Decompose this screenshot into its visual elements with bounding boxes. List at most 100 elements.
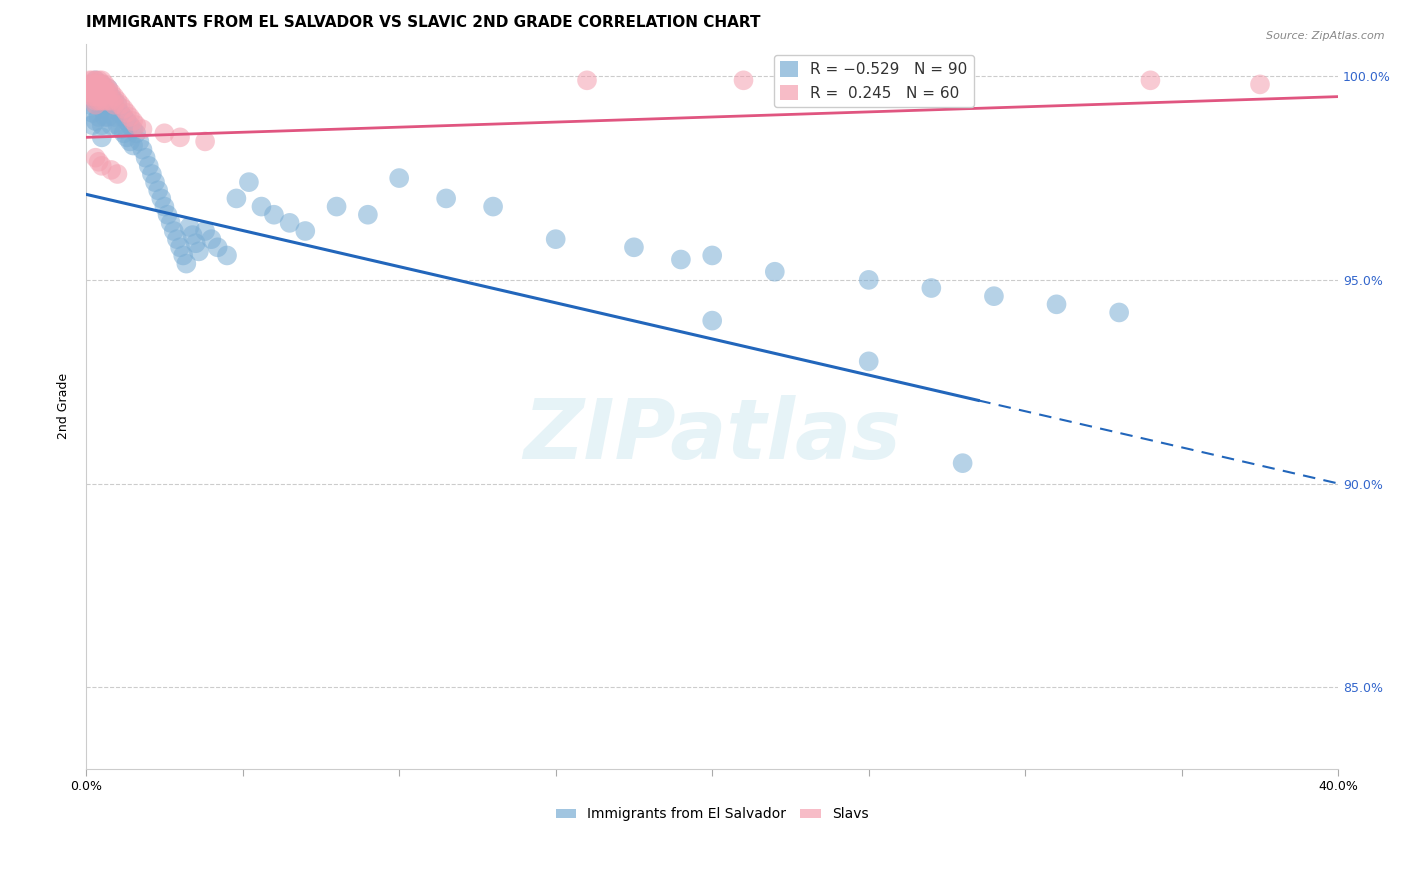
Point [97, 81, 120, 95]
Point [87, 86, 110, 100]
Point [94, 86, 117, 100]
Point [90, 118, 112, 132]
Point [103, 89, 125, 103]
Point [146, 183, 169, 197]
Point [84, 97, 107, 112]
Point [153, 126, 176, 140]
Point [733, 73, 755, 87]
Point [90, 89, 112, 103]
Point [325, 200, 347, 214]
Point [187, 244, 209, 259]
Point [79, 78, 101, 92]
Point [575, 73, 598, 87]
Point [94, 86, 117, 100]
Point [84, 81, 107, 95]
Point [100, 86, 122, 100]
Point [194, 224, 217, 238]
Point [90, 159, 112, 173]
Point [112, 102, 135, 116]
Point [100, 118, 122, 132]
Point [184, 236, 207, 251]
Point [90, 89, 112, 103]
Point [84, 73, 107, 87]
Point [889, 78, 911, 92]
Point [100, 162, 122, 177]
Point [97, 81, 120, 95]
Point [82, 118, 104, 132]
Text: ZIPatlas: ZIPatlas [523, 394, 901, 475]
Point [357, 208, 380, 222]
Text: IMMIGRANTS FROM EL SALVADOR VS SLAVIC 2ND GRADE CORRELATION CHART: IMMIGRANTS FROM EL SALVADOR VS SLAVIC 2N… [86, 15, 761, 30]
Point [82, 78, 104, 92]
Point [100, 89, 122, 103]
Point [176, 257, 198, 271]
Point [118, 135, 141, 149]
Point [97, 97, 120, 112]
Point [623, 240, 645, 254]
Point [112, 126, 135, 140]
Point [125, 126, 148, 140]
Point [153, 200, 176, 214]
Point [131, 143, 153, 157]
Point [169, 130, 191, 145]
Point [94, 78, 117, 92]
Point [84, 94, 107, 108]
Point [107, 118, 129, 132]
Point [141, 167, 163, 181]
Point [482, 200, 505, 214]
Point [159, 216, 181, 230]
Point [84, 86, 107, 100]
Point [200, 232, 222, 246]
Point [87, 94, 110, 108]
Point [122, 122, 145, 136]
Point [110, 122, 132, 136]
Point [87, 89, 110, 103]
Point [94, 94, 117, 108]
Point [118, 110, 141, 124]
Legend: Immigrants from El Salvador, Slavs: Immigrants from El Salvador, Slavs [550, 802, 875, 827]
Point [181, 228, 204, 243]
Point [79, 73, 101, 87]
Point [388, 171, 411, 186]
Point [125, 118, 148, 132]
Point [79, 81, 101, 95]
Point [82, 89, 104, 103]
Point [138, 159, 160, 173]
Point [250, 200, 273, 214]
Point [97, 94, 120, 108]
Point [84, 73, 107, 87]
Point [79, 81, 101, 95]
Point [94, 110, 117, 124]
Point [97, 86, 120, 100]
Point [90, 130, 112, 145]
Point [131, 122, 153, 136]
Point [87, 81, 110, 95]
Point [94, 97, 117, 112]
Point [107, 97, 129, 112]
Point [122, 114, 145, 128]
Point [87, 81, 110, 95]
Point [669, 252, 692, 267]
Point [97, 110, 120, 124]
Point [84, 78, 107, 92]
Point [238, 175, 260, 189]
Point [1108, 305, 1130, 319]
Point [858, 354, 880, 368]
Point [1139, 73, 1161, 87]
Point [110, 106, 132, 120]
Point [84, 89, 107, 103]
Point [90, 78, 112, 92]
Point [84, 97, 107, 112]
Point [434, 191, 457, 205]
Point [103, 110, 125, 124]
Point [150, 191, 173, 205]
Point [90, 78, 112, 92]
Point [115, 114, 138, 128]
Point [207, 240, 229, 254]
Point [84, 151, 107, 165]
Point [87, 73, 110, 87]
Point [118, 118, 141, 132]
Point [94, 81, 117, 95]
Point [107, 167, 129, 181]
Point [82, 81, 104, 95]
